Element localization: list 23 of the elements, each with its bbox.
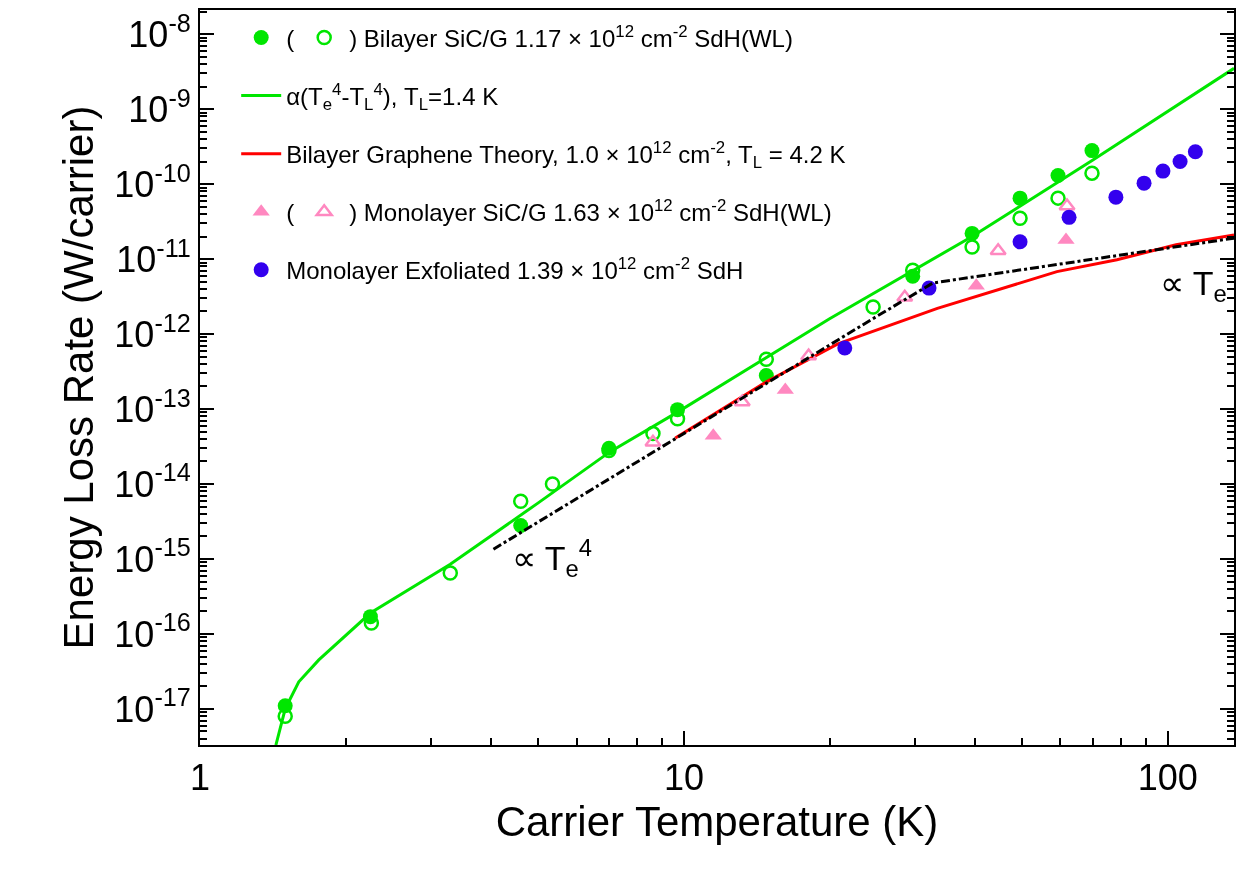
legend-label: ) Bilayer SiC/G 1.17 × 10$^{12}$ cm$^{-2}$ SdH(WL) [349,21,793,52]
y-tick-label: 10$^{-15}$ [114,533,191,580]
legend-label: ( [286,24,295,52]
y-tick-label: 10$^{-8}$ [128,8,191,55]
y-tick-label: 10$^{-10}$ [114,158,191,205]
annotation: ∝ T$_{e}$ [1160,264,1227,308]
legend-label: ( [286,199,295,227]
y-tick-label: 10$^{-13}$ [114,383,191,430]
y-tick-label: 10$^{-12}$ [114,308,191,355]
x-tick-label: 1 [189,757,211,799]
y-tick-label: 10$^{-14}$ [114,458,191,505]
x-tick-label: 100 [1137,757,1198,799]
legend-label: Monolayer Exfoliated 1.39 × 10$^{12}$ cm$^{-2}$ SdH [286,254,744,285]
y-tick-label: 10$^{-11}$ [116,233,191,280]
y-tick-label: 10$^{-9}$ [128,83,191,130]
text: α(T$_{e}$$^{4}$-T$_{L}$$^{4}$), T$_{L}$=1.4 K [286,79,499,114]
legend-label: Bilayer Graphene Theory, 1.0 × 10$^{12}$ cm$^{-2}$, T$_{L}$ = 4.2 K [286,137,846,173]
x-tick-label: 10 [663,757,704,799]
y-tick-label: 10$^{-17}$ [114,683,191,730]
legend-label: ) Monolayer SiC/G 1.63 × 10$^{12}$ cm$^{-2}$ SdH(WL) [349,196,832,227]
y-axis-title: Energy Loss Rate (W/carrier) [54,105,102,650]
x-axis-title: Carrier Temperature (K) [495,798,939,846]
y-tick-label: 10$^{-16}$ [114,608,191,655]
